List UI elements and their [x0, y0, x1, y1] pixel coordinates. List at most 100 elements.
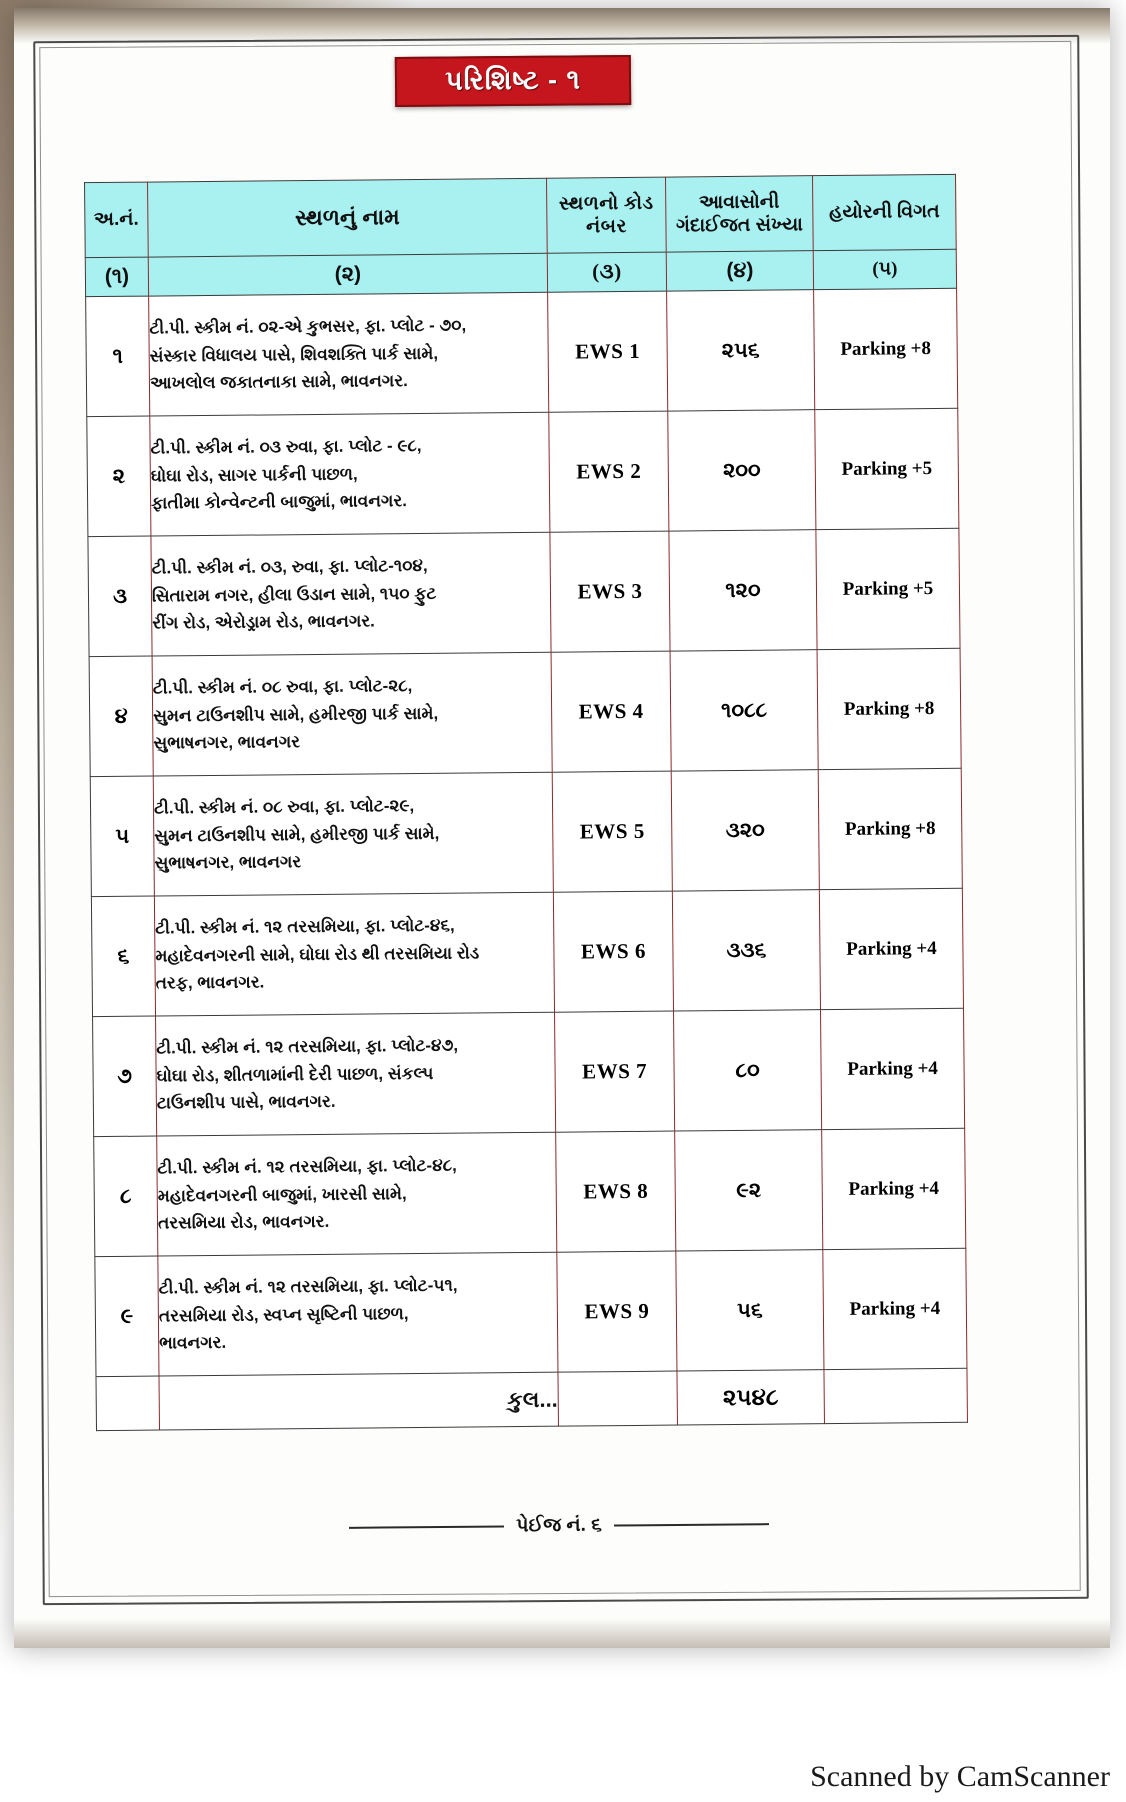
- cell-serial: ૪: [89, 656, 154, 777]
- address-line: ટી.પી. સ્કીમ નં. ૧૨ તરસમિયા, ફા. પ્લોટ-૪…: [155, 915, 455, 938]
- table-body: ૧ ટી.પી. સ્કીમ નં. ૦૨-એ કુભસર, ફા. પ્લોટ …: [85, 288, 968, 1431]
- header-num-2: (૨): [148, 253, 548, 297]
- cell-site-name: ટી.પી. સ્કીમ નં. ૧૨ તરસમિયા, ફા. પ્લોટ-૫…: [157, 1252, 558, 1377]
- cell-other-details: Parking +4: [819, 888, 964, 1010]
- header-units-count: આવાસોની ગંદાઈજત સંખ્યા: [665, 175, 814, 253]
- document-title-banner: પરિશિષ્ટ - ૧: [394, 54, 632, 108]
- cell-units-count: ૩૨૦: [671, 769, 820, 892]
- address-line: ટી.પી. સ્કીમ નં. ૦૩, રુવા, ફા. પ્લોટ-૧૦૪…: [151, 556, 428, 578]
- address-line: રીંગ રોડ, એરોડ્રામ રોડ, ભાવનગર.: [152, 611, 375, 633]
- cell-site-code: EWS 3: [549, 531, 671, 653]
- address-line: ટી.પી. સ્કીમ નં. ૦૨-એ કુભસર, ફા. પ્લોટ -…: [149, 315, 467, 338]
- address-line: સુમન ટાઉનશીપ સામે, હમીરજી પાર્ક સામે,: [154, 823, 440, 846]
- address-line: ટી.પી. સ્કીમ નં. ૦૮ રુવા, ફા. પ્લોટ-૨૮,: [152, 676, 413, 698]
- header-num-3: (૩): [547, 252, 667, 293]
- cell-serial: ૨: [86, 416, 151, 537]
- cell-site-name: ટી.પી. સ્કીમ નં. ૧૨ તરસમિયા, ફા. પ્લોટ-૪…: [155, 1012, 556, 1137]
- address-line: મહાદેવનગરની સામે, ઘોઘા રોડ થી તરસમિયા રો…: [155, 943, 480, 966]
- cell-units-count: ૯૨: [674, 1129, 823, 1252]
- address-line: મહાદેવનગરની બાજુમાં, ખારસી સામે,: [157, 1183, 407, 1206]
- cell-serial: ૬: [91, 896, 156, 1017]
- cell-site-code: EWS 9: [556, 1251, 677, 1373]
- table-row: ૫ ટી.પી. સ્કીમ નં. ૦૮ રુવા, ફા. પ્લોટ-૨૯,…: [90, 768, 963, 897]
- address-line: ફાતીમા કોન્વેન્ટની બાજુમાં, ભાવનગર.: [151, 491, 408, 513]
- cell-units-count: ૨૫૬: [666, 289, 815, 412]
- address-line: તરસમિયા રોડ, સ્વપ્ન સૃષ્ટિની પાછળ,: [158, 1303, 409, 1326]
- cell-units-count: ૩૩૬: [672, 889, 821, 1012]
- cell-serial: ૭: [92, 1016, 157, 1137]
- header-num-4: (૪): [666, 250, 814, 292]
- cell-site-name: ટી.પી. સ્કીમ નં. ૦૨-એ કુભસર, ફા. પ્લોટ -…: [148, 292, 549, 417]
- cell-other-details: Parking +4: [820, 1008, 965, 1130]
- appendix-table-wrapper: અ.નં. સ્થળનું નામ સ્થળનો કોડ નંબર આવાસોન…: [84, 173, 968, 1432]
- housing-sites-table: અ.નં. સ્થળનું નામ સ્થળનો કોડ નંબર આવાસોન…: [84, 173, 968, 1432]
- cell-site-code: EWS 7: [554, 1011, 675, 1133]
- address-line: ઘોઘા રોડ, સાગર પાર્કની પાછળ,: [150, 464, 358, 486]
- cell-units-count: ૫૬: [675, 1249, 824, 1372]
- address-line: સિતારામ નગર, હીલા ઉડાન સામે, ૧૫૦ ફુટ: [151, 583, 437, 606]
- address-line: ઘોઘા રોડ, શીતળામાંની દેરી પાછળ, સંકલ્પ: [156, 1063, 434, 1086]
- cell-serial: ૯: [94, 1256, 159, 1377]
- table-row: ૪ ટી.પી. સ્કીમ નં. ૦૮ રુવા, ફા. પ્લોટ-૨૮,…: [89, 648, 962, 777]
- cell-other-details: Parking +8: [817, 648, 962, 770]
- scanned-page: પરિશિષ્ટ - ૧ www.a2zproperty.in A2ZPrope…: [14, 8, 1110, 1648]
- cell-units-count: ૮૦: [673, 1009, 822, 1132]
- cell-site-code: EWS 4: [551, 651, 672, 773]
- total-units-count: ૨૫૪૮: [676, 1369, 825, 1426]
- address-line: સુભાષનગર, ભાવનગર: [154, 852, 302, 873]
- address-line: ટી.પી. સ્કીમ નં. ૧૨ તરસમિયા, ફા. પ્લોટ-૫…: [158, 1275, 458, 1298]
- address-line: તરફ, ભાવનગર.: [155, 972, 265, 993]
- table-row: ૩ ટી.પી. સ્કીમ નં. ૦૩, રુવા, ફા. પ્લોટ-૧૦…: [87, 528, 961, 657]
- cell-site-name: ટી.પી. સ્કીમ નં. ૦૮ રુવા, ફા. પ્લોટ-૨૯, સ…: [153, 772, 554, 897]
- address-line: ટાઉનશીપ પાસે, ભાવનગર.: [156, 1092, 336, 1113]
- table-row: ૯ ટી.પી. સ્કીમ નં. ૧૨ તરસમિયા, ફા. પ્લોટ-…: [94, 1248, 967, 1377]
- header-site-code: સ્થળનો કોડ નંબર: [546, 177, 667, 254]
- cell-site-code: EWS 5: [552, 771, 673, 893]
- address-line: ટી.પી. સ્કીમ નં. ૧૨ તરસમિયા, ફા. પ્લોટ-૪…: [156, 1035, 459, 1058]
- total-blank-code: [557, 1371, 678, 1427]
- address-line: ટી.પી. સ્કીમ નં. ૧૨ તરસમિયા, ફા. પ્લોટ-૪…: [157, 1155, 457, 1178]
- page-title: પરિશિષ્ટ - ૧: [445, 64, 581, 96]
- cell-site-name: ટી.પી. સ્કીમ નં. ૧૨ તરસમિયા, ફા. પ્લોટ-૪…: [156, 1132, 557, 1257]
- cell-other-details: Parking +8: [818, 768, 963, 890]
- cell-serial: ૫: [90, 776, 155, 897]
- cell-other-details: Parking +8: [813, 288, 958, 410]
- header-site-name: સ્થળનું નામ: [147, 178, 548, 258]
- cell-site-name: ટી.પી. સ્કીમ નં. ૦૮ રુવા, ફા. પ્લોટ-૨૮, સ…: [152, 652, 553, 777]
- table-row: ૬ ટી.પી. સ્કીમ નં. ૧૨ તરસમિયા, ફા. પ્લોટ-…: [91, 888, 964, 1017]
- address-line: તરસમિયા રોડ, ભાવનગર.: [157, 1212, 330, 1233]
- cell-units-count: ૧૦૮૮: [670, 649, 819, 772]
- cell-other-details: Parking +4: [822, 1248, 967, 1370]
- cell-site-code: EWS 2: [548, 411, 669, 533]
- cell-site-code: EWS 6: [553, 891, 674, 1013]
- header-row-labels: અ.નં. સ્થળનું નામ સ્થળનો કોડ નંબર આવાસોન…: [84, 174, 957, 258]
- cell-site-name: ટી.પી. સ્કીમ નં. ૦૩, રુવા, ફા. પ્લોટ-૧૦૪…: [150, 532, 552, 657]
- header-other-details: હયોરની વિગત: [812, 174, 957, 251]
- cell-other-details: Parking +4: [821, 1128, 966, 1250]
- footer-page-number: પેઈજ નં. ૬: [348, 1514, 770, 1538]
- cell-serial: ૩: [87, 536, 153, 657]
- table-head: અ.નં. સ્થળનું નામ સ્થળનો કોડ નંબર આવાસોન…: [84, 174, 957, 297]
- cell-site-name: ટી.પી. સ્કીમ નં. ૧૨ તરસમિયા, ફા. પ્લોટ-૪…: [154, 892, 555, 1017]
- total-blank-serial: [95, 1376, 160, 1431]
- camscanner-credit: Scanned by CamScanner: [810, 1760, 1110, 1793]
- address-line: સુમન ટાઉનશીપ સામે, હમીરજી પાર્ક સામે,: [153, 703, 439, 726]
- table-row: ૨ ટી.પી. સ્કીમ નં. ૦૩ રુવા, ફા. પ્લોટ - ૯…: [86, 408, 959, 537]
- table-total-row: કુલ... ૨૫૪૮: [95, 1368, 968, 1431]
- header-serial: અ.નં.: [84, 182, 149, 258]
- address-line: ભાવનગર.: [159, 1333, 227, 1353]
- address-line: સંસ્કાર વિધાલય પાસે, શિવશક્તિ પાર્ક સામે…: [149, 343, 439, 366]
- footer-rule-left: [348, 1525, 505, 1529]
- table-row: ૭ ટી.પી. સ્કીમ નં. ૧૨ તરસમિયા, ફા. પ્લોટ-…: [92, 1008, 965, 1137]
- table-row: ૮ ટી.પી. સ્કીમ નં. ૧૨ તરસમિયા, ફા. પ્લોટ-…: [93, 1128, 966, 1257]
- footer-page-label: પેઈજ નં. ૬: [516, 1514, 602, 1537]
- footer-rule-right: [613, 1523, 770, 1527]
- address-line: ટી.પી. સ્કીમ નં. ૦૩ રુવા, ફા. પ્લોટ - ૯૮…: [150, 436, 422, 458]
- address-line: આખલોલ જકાતનાકા સામે, ભાવનગર.: [149, 371, 408, 393]
- cell-site-code: EWS 8: [555, 1131, 676, 1253]
- cell-units-count: ૧૨૦: [668, 529, 818, 652]
- cell-units-count: ૨૦૦: [667, 409, 816, 532]
- cell-site-name: ટી.પી. સ્કીમ નં. ૦૩ રુવા, ફા. પ્લોટ - ૯૮…: [149, 412, 550, 537]
- total-label: કુલ...: [158, 1372, 559, 1431]
- cell-serial: ૮: [93, 1136, 158, 1257]
